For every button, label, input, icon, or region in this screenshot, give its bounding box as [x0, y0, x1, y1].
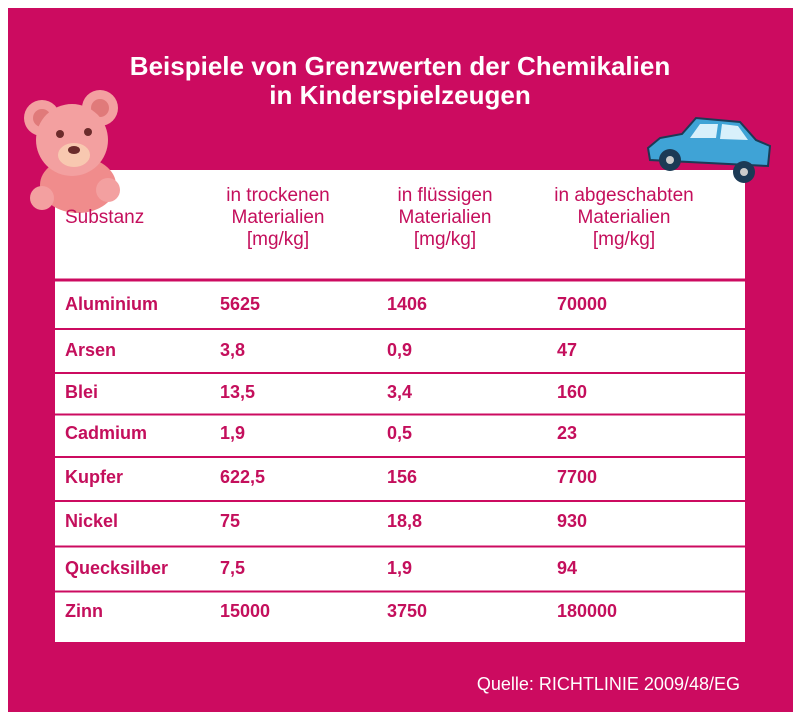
car-icon — [646, 116, 772, 183]
source: Quelle: RICHTLINIE 2009/48/EG — [477, 674, 740, 694]
row-label: Kupfer — [65, 467, 123, 487]
header-cell: [mg/kg] — [593, 229, 655, 250]
cell: 622,5 — [220, 467, 265, 487]
cell: 160 — [557, 382, 587, 402]
cell: 3750 — [387, 601, 427, 621]
row-label: Nickel — [65, 511, 118, 531]
cell: 3,8 — [220, 340, 245, 360]
row-label: Cadmium — [65, 423, 147, 443]
cell: 1406 — [387, 294, 427, 314]
header-cell: in flüssigen — [397, 185, 492, 206]
row-label: Blei — [65, 382, 98, 402]
cell: 13,5 — [220, 382, 255, 402]
cell: 180000 — [557, 601, 617, 621]
cell: 15000 — [220, 601, 270, 621]
table-panel — [55, 170, 745, 642]
cell: 0,5 — [387, 423, 412, 443]
cell: 75 — [220, 511, 240, 531]
header-cell: [mg/kg] — [414, 229, 476, 250]
header-cell: in trockenen — [226, 185, 330, 206]
header-cell: in abgeschabten — [554, 185, 693, 206]
row-label: Arsen — [65, 340, 116, 360]
cell: 47 — [557, 340, 577, 360]
cell: 930 — [557, 511, 587, 531]
cell: 94 — [557, 558, 577, 578]
row-label: Zinn — [65, 601, 103, 621]
teddy-icon — [24, 90, 120, 213]
cell: 1,9 — [220, 423, 245, 443]
title-line: Beispiele von Grenzwerten der Chemikalie… — [130, 51, 670, 81]
cell: 1,9 — [387, 558, 412, 578]
cell: 70000 — [557, 294, 607, 314]
header-cell: Materialien — [399, 207, 492, 228]
row-label: Quecksilber — [65, 558, 168, 578]
header-cell: Materialien — [578, 207, 671, 228]
cell: 18,8 — [387, 511, 422, 531]
cell: 0,9 — [387, 340, 412, 360]
title-line: in Kinderspielzeugen — [269, 80, 531, 110]
header-cell: Substanz — [65, 207, 144, 228]
cell: 7,5 — [220, 558, 245, 578]
cell: 7700 — [557, 467, 597, 487]
cell: 3,4 — [387, 382, 412, 402]
header-cell: Materialien — [232, 207, 325, 228]
cell: 23 — [557, 423, 577, 443]
header-cell: [mg/kg] — [247, 229, 309, 250]
cell: 156 — [387, 467, 417, 487]
row-label: Aluminium — [65, 294, 158, 314]
cell: 5625 — [220, 294, 260, 314]
